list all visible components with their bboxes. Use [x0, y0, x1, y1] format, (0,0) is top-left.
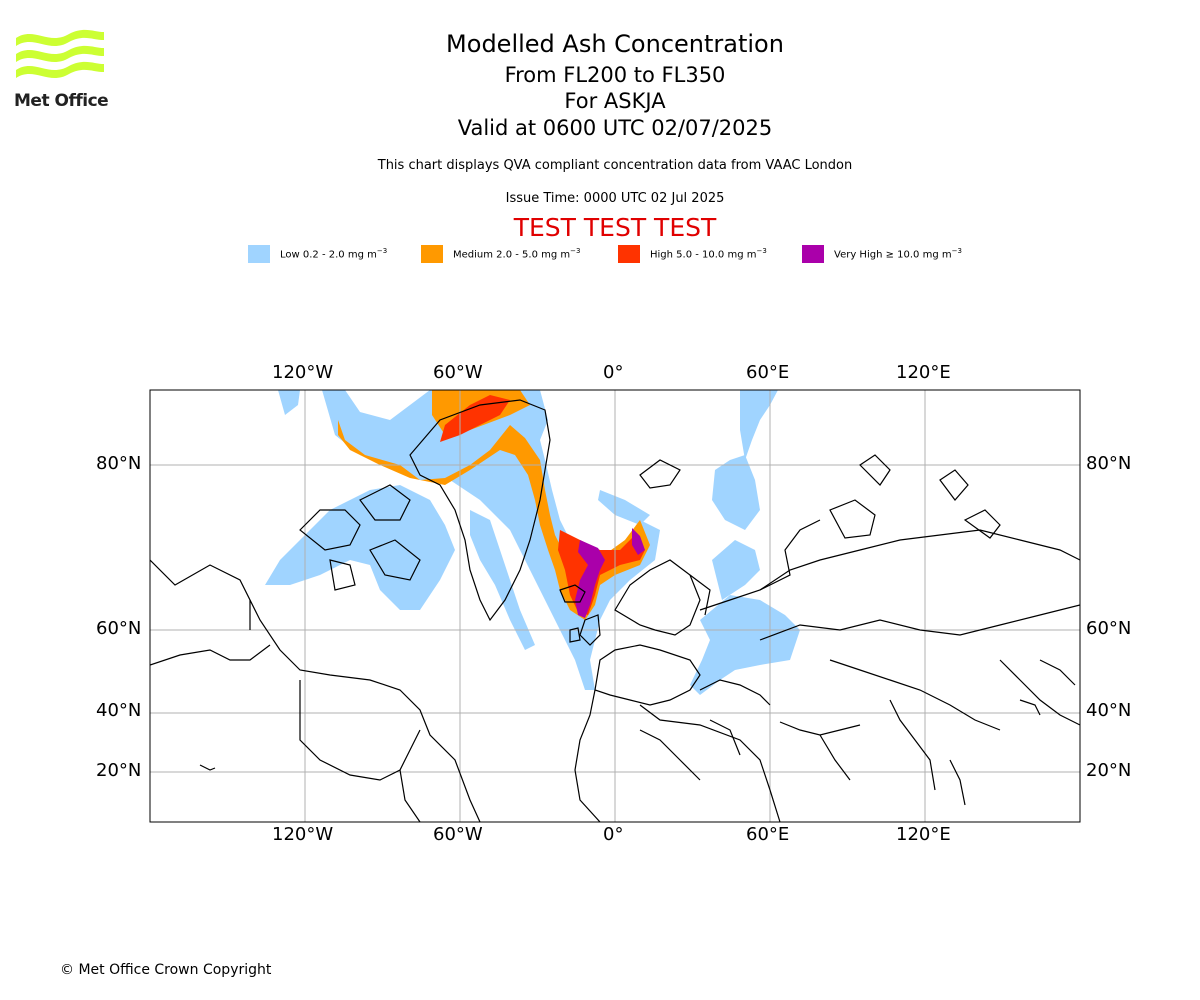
copyright-notice: © Met Office Crown Copyright — [60, 962, 272, 978]
lat-tick-right-20n: 20°N — [1086, 760, 1132, 781]
legend-swatch-high — [618, 245, 640, 263]
map-area: 120°W 60°W 0° 60°E 120°E 120°W 60°W 0° 6… — [0, 360, 1200, 845]
lon-tick-top-0: 0° — [603, 362, 624, 383]
volcano-name: For ASKJA — [564, 89, 666, 113]
lat-tick-left-20n: 20°N — [96, 760, 142, 781]
chart-description: This chart displays QVA compliant concen… — [377, 158, 853, 173]
lon-tick-bottom-0: 0° — [603, 824, 624, 845]
coastlines — [150, 399, 1080, 822]
met-office-wave-icon — [16, 29, 104, 78]
map-frame — [149, 389, 1081, 823]
met-office-logo: Met Office — [14, 28, 110, 114]
issue-time: Issue Time: 0000 UTC 02 Jul 2025 — [505, 191, 725, 206]
legend-label-medium: Medium 2.0 - 5.0 mg m — [453, 249, 571, 261]
met-office-logo-text: Met Office — [14, 91, 109, 111]
lon-tick-bottom-60e: 60°E — [746, 824, 790, 845]
lat-tick-right-40n: 40°N — [1086, 700, 1132, 721]
lat-tick-left-80n: 80°N — [96, 453, 142, 474]
legend-swatch-very-high — [802, 245, 824, 263]
legend-label-very-high: Very High ≥ 10.0 mg m — [834, 249, 952, 261]
valid-time: Valid at 0600 UTC 02/07/2025 — [457, 116, 773, 140]
lon-tick-bottom-60w: 60°W — [433, 824, 483, 845]
lat-tick-right-60n: 60°N — [1086, 618, 1132, 639]
map-canvas — [149, 389, 1081, 823]
lon-tick-bottom-120e: 120°E — [896, 824, 951, 845]
legend-label-high: High 5.0 - 10.0 mg m — [650, 249, 757, 261]
ash-low-region — [265, 390, 800, 695]
chart-title: Modelled Ash Concentration — [446, 30, 784, 58]
lon-tick-top-120w: 120°W — [272, 362, 334, 383]
legend-item-medium: Medium 2.0 - 5.0 mg m−3 — [421, 244, 580, 264]
lat-tick-left-60n: 60°N — [96, 618, 142, 639]
lon-tick-top-120e: 120°E — [896, 362, 951, 383]
legend-item-very-high: Very High ≥ 10.0 mg m−3 — [802, 244, 962, 264]
lon-tick-top-60w: 60°W — [433, 362, 483, 383]
lon-tick-top-60e: 60°E — [746, 362, 790, 383]
legend-item-low: Low 0.2 - 2.0 mg m−3 — [248, 244, 387, 264]
lat-tick-left-40n: 40°N — [96, 700, 142, 721]
test-banner: TEST TEST TEST — [513, 213, 717, 242]
concentration-legend: Low 0.2 - 2.0 mg m−3 Medium 2.0 - 5.0 mg… — [0, 244, 1200, 264]
legend-label-low: Low 0.2 - 2.0 mg m — [280, 249, 377, 261]
map-gridlines — [150, 390, 1080, 822]
ash-very-high-region — [575, 528, 645, 618]
flight-level-range: From FL200 to FL350 — [504, 63, 726, 87]
lat-tick-right-80n: 80°N — [1086, 453, 1132, 474]
lon-tick-bottom-120w: 120°W — [272, 824, 334, 845]
legend-swatch-low — [248, 245, 270, 263]
legend-swatch-medium — [421, 245, 443, 263]
legend-item-high: High 5.0 - 10.0 mg m−3 — [618, 244, 767, 264]
